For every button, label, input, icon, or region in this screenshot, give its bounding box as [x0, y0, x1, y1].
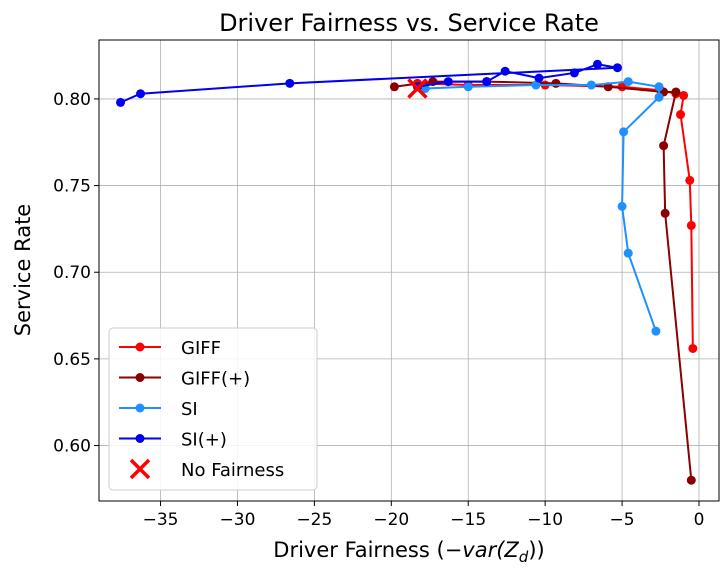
data-point-giff — [676, 110, 686, 120]
legend: GIFF GIFF(+) SI SI(+) No Fairness — [108, 327, 318, 491]
data-point-si — [116, 97, 126, 107]
x-tick-label: −30 — [220, 510, 256, 530]
legend-label: No Fairness — [181, 460, 284, 481]
series-layer — [116, 59, 698, 485]
x-tick-label: −35 — [143, 510, 179, 530]
data-point-si — [651, 326, 661, 336]
legend-box — [108, 327, 318, 491]
data-point-si — [617, 201, 627, 211]
data-point-giff — [686, 475, 696, 485]
data-point-giff — [671, 87, 681, 97]
data-point-giff — [686, 220, 696, 230]
data-point-si — [136, 89, 146, 99]
marker-stroke — [407, 78, 428, 99]
x-tick-label: −15 — [450, 510, 486, 530]
x-axis-label-subscript: d — [519, 548, 529, 566]
y-tick-label: 0.65 — [53, 350, 91, 370]
legend-item-giff: GIFF(+) — [119, 369, 250, 390]
x-tick-label: −25 — [296, 510, 332, 530]
legend-item-si: SI — [119, 399, 198, 420]
series-si — [116, 59, 622, 107]
x-tick-label: −20 — [373, 510, 409, 530]
data-point-giff — [679, 90, 689, 100]
plot-frame — [98, 39, 720, 502]
data-point-giff — [659, 141, 669, 151]
data-point-si — [612, 63, 622, 73]
data-point-si — [500, 66, 510, 76]
y-axis-label: Service Rate — [11, 204, 35, 336]
legend-marker — [129, 458, 151, 480]
data-point-si — [569, 68, 579, 78]
data-point-si — [534, 73, 544, 83]
chart-title: Driver Fairness vs. Service Rate — [219, 9, 599, 37]
legend-label: GIFF — [181, 338, 221, 359]
data-point-giff — [685, 175, 695, 185]
legend-item-giff: GIFF — [119, 338, 221, 359]
data-point-si — [623, 77, 633, 87]
y-tick-label: 0.60 — [53, 437, 91, 457]
x-axis: −35 −30 −25 −20 −15 −10 −5 0 — [143, 501, 705, 530]
data-point-si — [285, 78, 295, 88]
y-axis: 0.60 0.65 0.70 0.75 0.80 — [53, 90, 99, 457]
legend-marker — [135, 342, 145, 352]
x-axis-label-suffix: )) — [528, 538, 544, 562]
x-tick-label: −5 — [610, 510, 635, 530]
y-tick-label: 0.80 — [53, 90, 91, 110]
data-point-si — [586, 80, 596, 90]
x-axis-label-prefix: Driver Fairness ( — [273, 538, 444, 562]
data-point-giff — [688, 343, 698, 353]
x-tick-label: −10 — [527, 510, 563, 530]
marker-no-fairness — [407, 78, 428, 99]
data-point-si — [654, 92, 664, 102]
legend-label: SI(+) — [181, 430, 227, 451]
series-si — [420, 77, 664, 336]
data-point-si — [623, 248, 633, 258]
legend-marker — [135, 373, 145, 382]
legend-item-no-fairness: No Fairness — [129, 458, 284, 481]
data-point-si — [463, 82, 473, 92]
data-point-si — [654, 82, 664, 92]
y-tick-label: 0.75 — [53, 177, 91, 197]
data-point-si — [482, 77, 492, 87]
legend-label: SI — [181, 399, 198, 420]
scatter-layer — [407, 78, 428, 99]
data-point-giff — [660, 208, 670, 218]
legend-item-si: SI(+) — [119, 430, 227, 451]
data-point-si — [619, 127, 629, 137]
x-axis-label: Driver Fairness (−var(Zd)) — [273, 538, 544, 566]
data-point-si — [592, 59, 602, 69]
legend-marker — [135, 403, 145, 413]
data-point-si — [531, 80, 541, 90]
data-point-si — [443, 77, 453, 87]
x-tick-label: 0 — [694, 510, 705, 530]
legend-label: GIFF(+) — [181, 369, 250, 390]
x-axis-label-math: −var(Z — [445, 538, 520, 562]
data-point-giff — [551, 78, 561, 88]
y-tick-label: 0.70 — [53, 263, 91, 283]
data-point-giff — [389, 82, 399, 92]
legend-marker — [135, 434, 145, 443]
